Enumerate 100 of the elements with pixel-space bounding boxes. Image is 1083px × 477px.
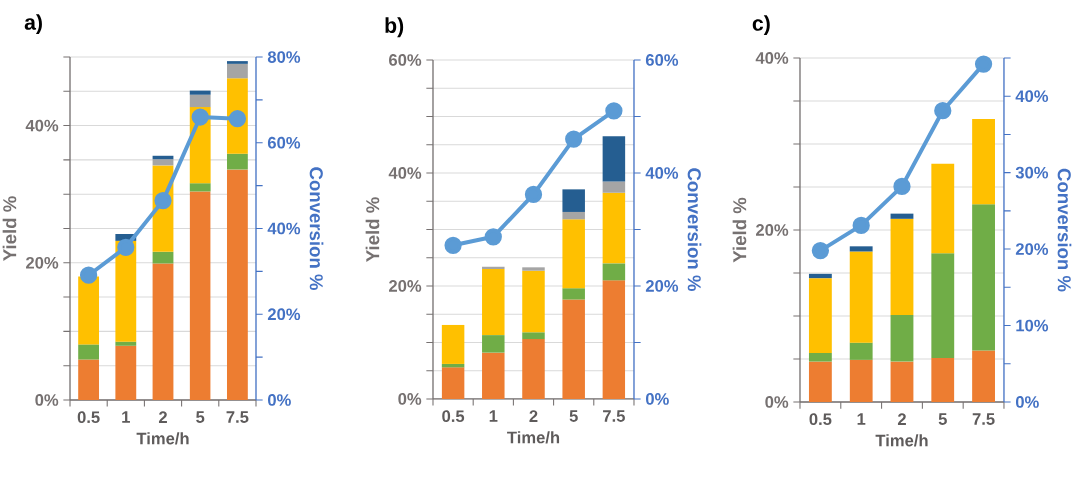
bar <box>78 276 100 345</box>
y2-tick-label: 80% <box>267 51 301 63</box>
bar <box>602 263 626 281</box>
point <box>524 185 543 204</box>
y-tick-label: 40% <box>25 119 59 132</box>
bar <box>152 159 174 166</box>
point <box>154 191 172 210</box>
y2-tick-label: 20% <box>267 308 301 321</box>
y2-tick-label: 0% <box>268 394 291 406</box>
bar <box>562 211 585 220</box>
bar <box>972 204 995 351</box>
x-tick-label: 0.5 <box>809 413 832 426</box>
x-tick-label: 7.5 <box>972 413 995 425</box>
bar <box>115 341 137 346</box>
y-tick-label: 60% <box>389 54 422 66</box>
x-tick-label: 0.5 <box>77 411 100 424</box>
y2-axis-title: Conversion % <box>309 167 324 290</box>
y-tick-label: 20% <box>26 256 59 269</box>
y2-tick-label: 0% <box>645 393 669 405</box>
bar <box>890 315 914 362</box>
point <box>605 102 623 120</box>
y-tick-label: 20% <box>756 224 789 236</box>
point <box>191 108 209 126</box>
bar <box>890 218 914 316</box>
y2-axis-title: Conversion % <box>1057 168 1072 292</box>
bar <box>226 169 248 400</box>
y2-tick-label: 60% <box>645 54 679 66</box>
bar <box>602 136 626 182</box>
bar <box>226 63 248 79</box>
bar <box>890 361 914 402</box>
x-tick-label: 0.5 <box>442 410 465 423</box>
bar <box>972 350 995 402</box>
y-axis-title: Yield % <box>732 197 747 263</box>
bar <box>808 352 832 362</box>
bar <box>482 335 505 353</box>
bar <box>808 278 832 353</box>
y2-tick-label: 30% <box>1015 166 1049 179</box>
bar <box>562 189 585 212</box>
bar <box>482 266 505 270</box>
bar <box>890 213 914 219</box>
bar <box>562 219 585 289</box>
point <box>565 130 583 148</box>
y2-axis-title: Conversion % <box>687 168 702 291</box>
chart-title: c) <box>752 15 770 36</box>
bar <box>972 119 995 205</box>
bar <box>849 359 873 402</box>
bar <box>441 324 465 364</box>
point <box>934 102 952 120</box>
bar <box>115 345 137 400</box>
point <box>811 241 830 260</box>
point <box>893 177 911 196</box>
bar <box>441 367 465 399</box>
y-tick-label: 40% <box>755 52 789 64</box>
y-tick-label: 20% <box>389 280 422 292</box>
x-tick-label: 2 <box>897 413 906 425</box>
bar <box>152 263 174 400</box>
point <box>484 228 502 246</box>
bar <box>602 181 626 193</box>
y2-tick-label: 40% <box>645 167 679 179</box>
point <box>117 238 135 257</box>
y-tick-label: 0% <box>35 394 59 406</box>
y-tick-label: 0% <box>398 393 422 405</box>
point <box>974 55 993 73</box>
point <box>852 216 870 235</box>
chart-title: a) <box>24 14 42 35</box>
bar <box>78 344 100 360</box>
x-tick-label: 2 <box>529 410 538 422</box>
bar <box>931 358 955 402</box>
x-tick-label: 1 <box>122 411 130 423</box>
bar <box>152 251 174 264</box>
y-tick-label: 0% <box>765 396 789 408</box>
bar <box>482 352 505 399</box>
bar <box>189 94 211 108</box>
x-axis-title: Time/h <box>875 434 928 447</box>
y-axis-title: Yield % <box>365 197 380 262</box>
x-tick-label: 5 <box>196 411 205 423</box>
bar <box>226 153 248 170</box>
y2-tick-label: 20% <box>1015 243 1049 255</box>
bar <box>562 299 585 399</box>
x-tick-label: 5 <box>938 413 947 425</box>
x-axis-title: Time/h <box>136 432 189 445</box>
y2-tick-label: 0% <box>1015 396 1039 408</box>
bar <box>808 361 832 402</box>
x-tick-label: 2 <box>158 411 167 423</box>
bar <box>602 192 626 264</box>
x-tick-label: 7.5 <box>603 410 625 422</box>
bar <box>931 253 955 359</box>
chart-title: b) <box>385 17 404 38</box>
bar <box>562 288 585 300</box>
point <box>79 266 98 284</box>
bar <box>808 273 832 279</box>
bar <box>522 270 545 333</box>
bar <box>849 246 873 252</box>
x-tick-label: 1 <box>489 410 498 422</box>
y2-tick-label: 60% <box>267 136 301 149</box>
bar <box>78 359 100 400</box>
bar <box>522 332 545 340</box>
y-axis-title: Yield % <box>2 196 17 261</box>
y2-tick-label: 20% <box>645 280 679 292</box>
bar <box>931 163 955 254</box>
